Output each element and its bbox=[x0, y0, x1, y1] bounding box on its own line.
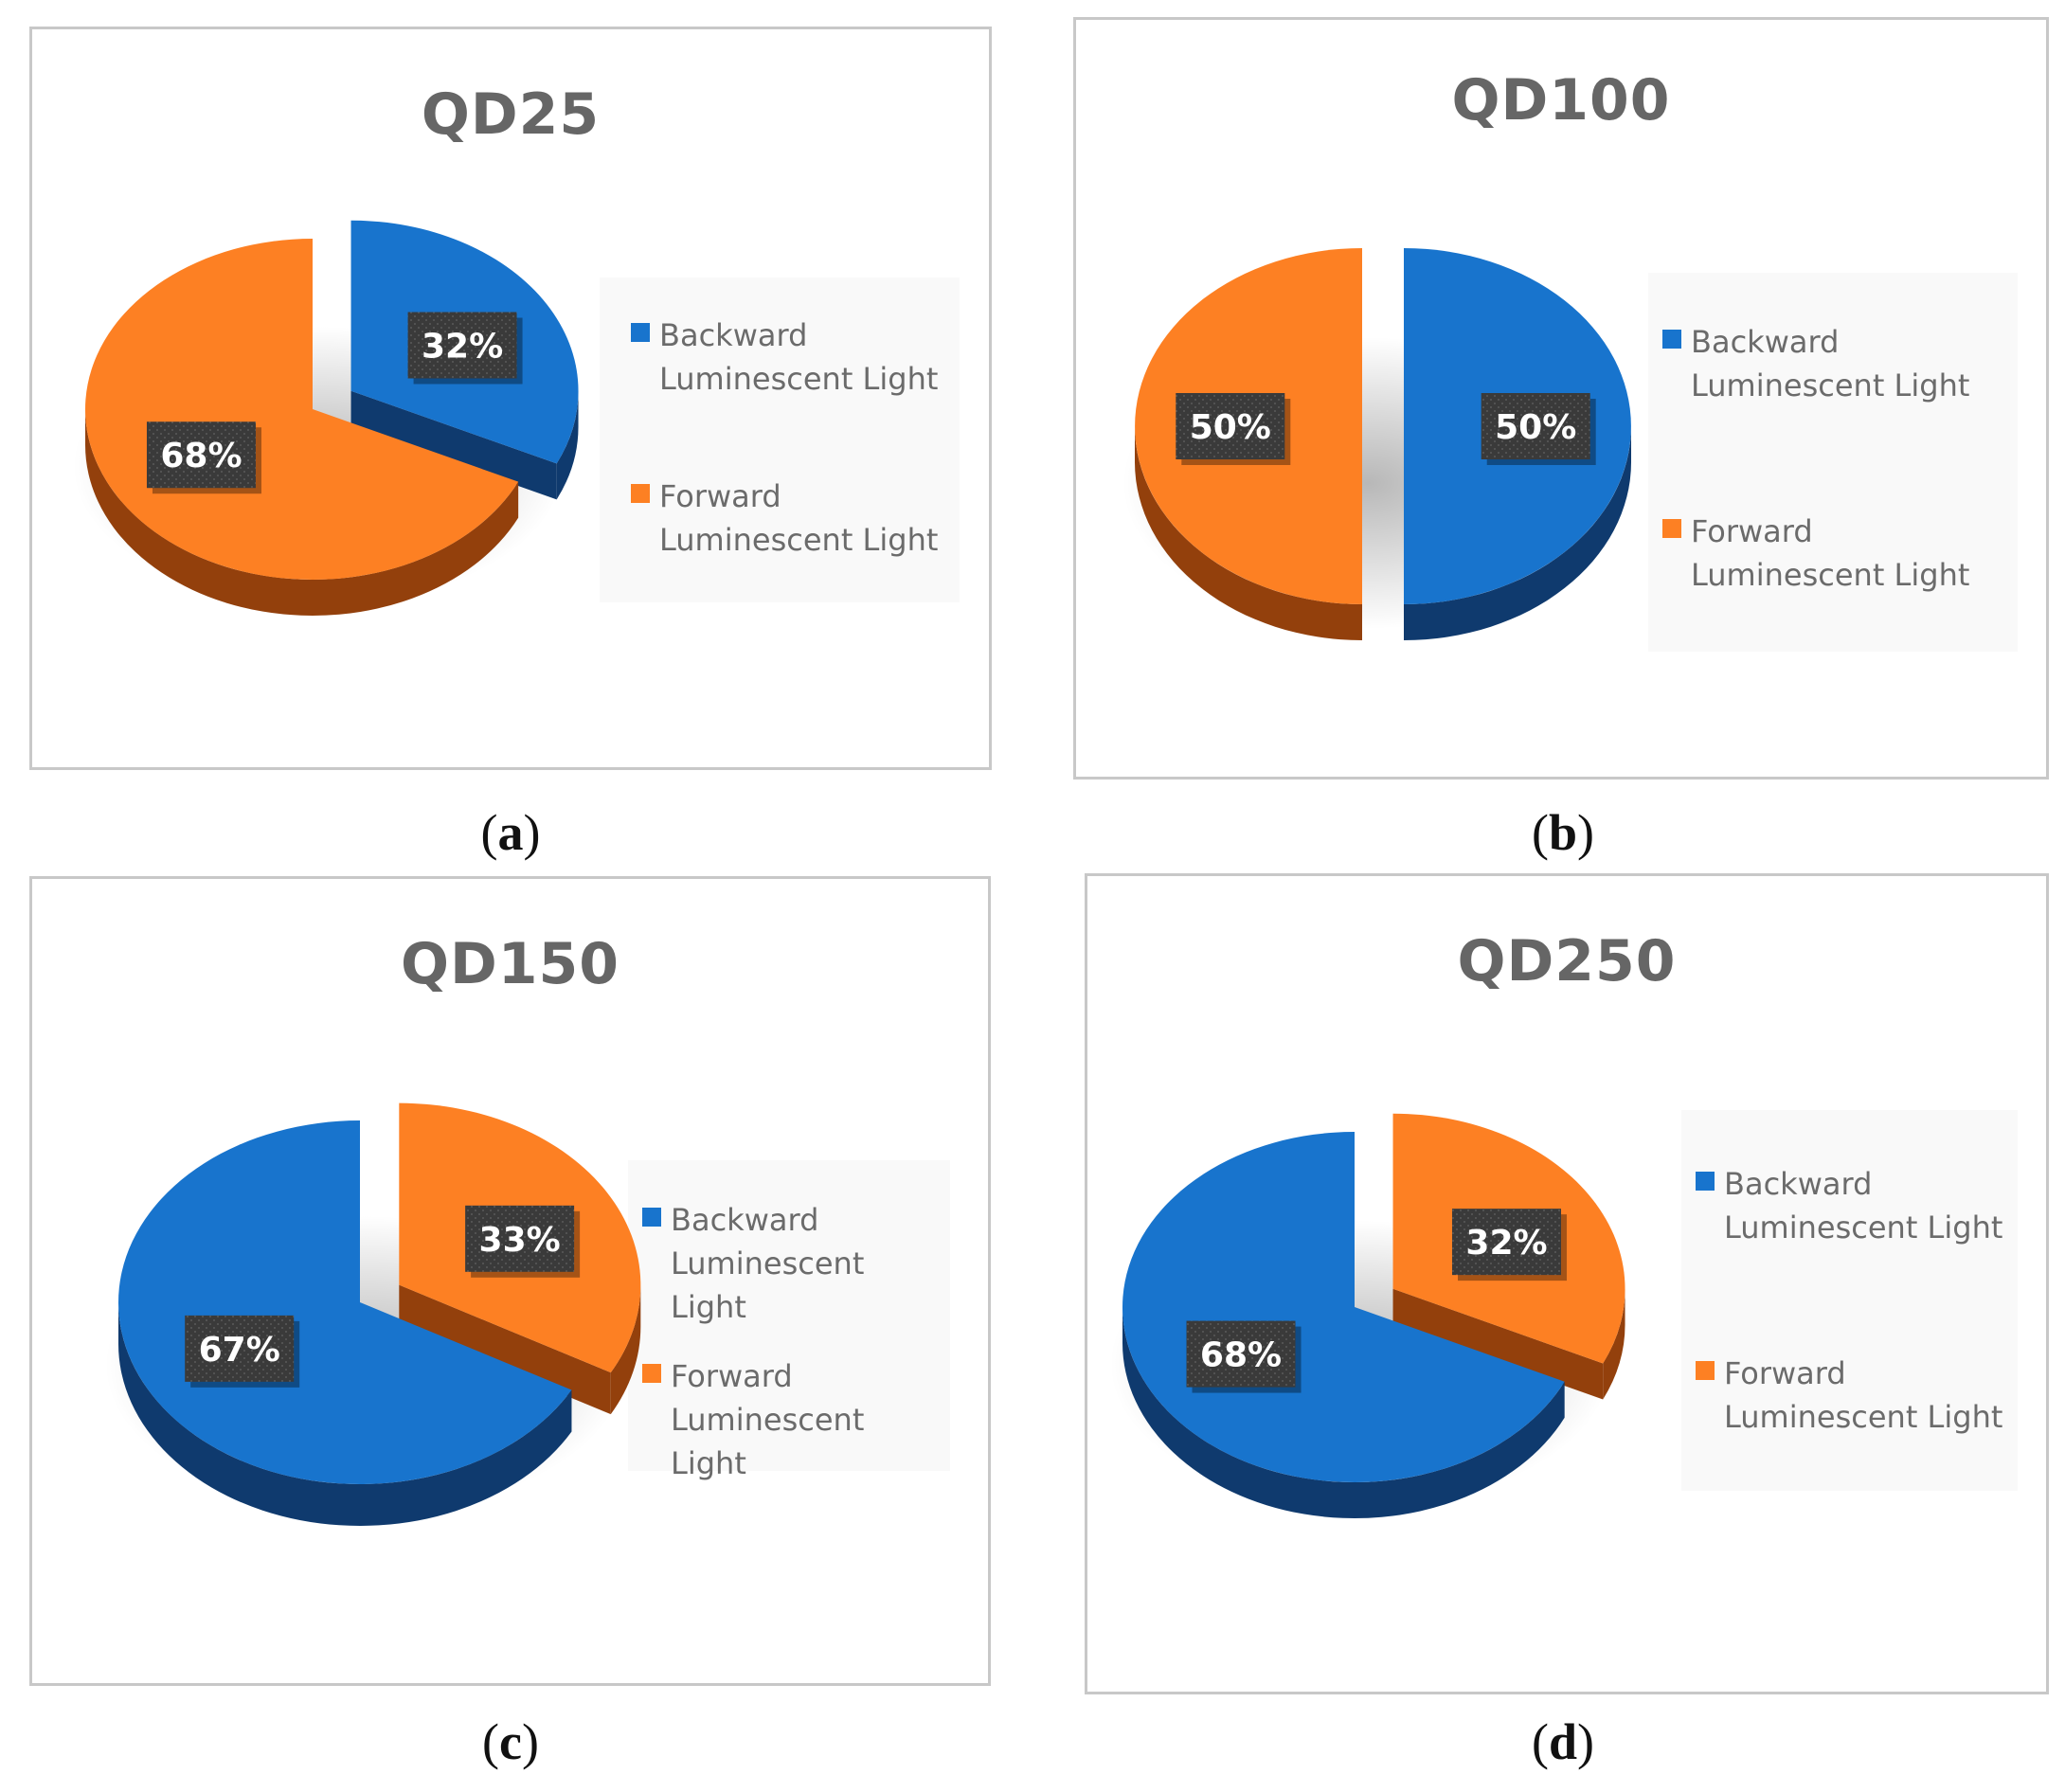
panel-caption: (b) bbox=[1531, 804, 1594, 861]
pie-slice bbox=[1122, 1132, 1565, 1483]
data-label: 68% bbox=[146, 421, 261, 494]
pie-slice-wall bbox=[399, 1284, 611, 1415]
data-label: 50% bbox=[1481, 393, 1596, 465]
legend-item: Backward Luminescent Light bbox=[642, 1198, 943, 1329]
legend-item: Backward Luminescent Light bbox=[1662, 320, 2010, 407]
pie-slice-wall bbox=[1392, 1288, 1604, 1400]
data-label-text: 33% bbox=[479, 1221, 561, 1260]
legend-swatch bbox=[642, 1364, 661, 1383]
legend-swatch bbox=[631, 323, 650, 342]
chart-title: QD25 bbox=[421, 81, 601, 148]
chart-legend: Backward Luminescent Light Forward Lumine… bbox=[628, 1160, 950, 1481]
legend-swatch bbox=[631, 484, 650, 503]
legend-label: Backward Luminescent Light bbox=[659, 317, 939, 397]
legend-item: Forward Luminescent Light bbox=[1696, 1352, 2010, 1439]
data-label-text: 32% bbox=[422, 327, 503, 366]
legend-swatch bbox=[1696, 1172, 1715, 1191]
chart-legend: Backward Luminescent Light Forward Lumine… bbox=[1681, 1110, 2018, 1491]
data-label-text: 68% bbox=[160, 437, 242, 475]
data-label-text: 50% bbox=[1495, 408, 1576, 447]
legend-label: Backward Luminescent Light bbox=[1691, 324, 1970, 403]
data-label: 50% bbox=[1176, 393, 1291, 465]
data-label: 32% bbox=[1452, 1209, 1568, 1281]
legend-item: Backward Luminescent Light bbox=[631, 314, 952, 401]
pie-slice-side bbox=[1603, 1288, 1625, 1400]
panel-caption: (a) bbox=[480, 804, 541, 861]
pie-slice-wall bbox=[350, 390, 557, 500]
legend-swatch bbox=[1662, 519, 1681, 538]
pie-chart: 32% 68% bbox=[1109, 1113, 1625, 1518]
pie-slice-side bbox=[1122, 1307, 1565, 1518]
pie-slice bbox=[118, 1120, 572, 1484]
panel-caption: (c) bbox=[482, 1713, 539, 1770]
data-label-text: 50% bbox=[1190, 408, 1271, 447]
legend-swatch bbox=[642, 1208, 661, 1227]
chart-title: QD250 bbox=[1457, 928, 1677, 995]
data-label: 67% bbox=[185, 1315, 300, 1388]
chart-title: QD150 bbox=[400, 931, 620, 997]
chart-legend: Backward Luminescent Light Forward Lumine… bbox=[1648, 273, 2018, 652]
caption-letter: c bbox=[499, 1713, 522, 1770]
legend-label: Backward Luminescent Light bbox=[671, 1202, 865, 1325]
pie-slice-side bbox=[1135, 426, 1362, 640]
pie-slice bbox=[84, 239, 519, 580]
pie-chart: 50% 50% bbox=[1122, 248, 1631, 640]
data-label-text: 32% bbox=[1465, 1224, 1547, 1263]
caption-letter: b bbox=[1548, 804, 1578, 861]
pie-slice-side bbox=[610, 1284, 641, 1415]
legend-label: Backward Luminescent Light bbox=[1724, 1166, 2003, 1245]
caption-letter: a bbox=[497, 804, 524, 861]
data-label: 32% bbox=[407, 312, 523, 385]
legend-label: Forward Luminescent Light bbox=[1691, 513, 1970, 593]
data-label: 68% bbox=[1186, 1320, 1302, 1393]
caption-letter: d bbox=[1548, 1713, 1578, 1770]
pie-chart: 33% 67% bbox=[104, 1102, 641, 1527]
data-label-text: 67% bbox=[199, 1331, 280, 1370]
pie-slice-side bbox=[85, 409, 519, 616]
chart-title: QD100 bbox=[1451, 67, 1671, 134]
pie-slice-side bbox=[118, 1302, 572, 1527]
legend-label: Forward Luminescent Light bbox=[1724, 1355, 2003, 1435]
legend-item: Forward Luminescent Light bbox=[631, 475, 952, 562]
legend-label: Forward Luminescent Light bbox=[671, 1358, 865, 1481]
pie-slice-side bbox=[1404, 426, 1631, 640]
legend-label: Forward Luminescent Light bbox=[659, 478, 939, 558]
legend-swatch bbox=[1696, 1361, 1715, 1380]
legend-swatch bbox=[1662, 330, 1681, 349]
legend-item: Backward Luminescent Light bbox=[1696, 1162, 2010, 1249]
pie-chart: 32% 68% bbox=[72, 220, 579, 616]
chart-legend: Backward Luminescent Light Forward Lumine… bbox=[600, 278, 960, 602]
legend-item: Forward Luminescent Light bbox=[642, 1354, 943, 1485]
legend-item: Forward Luminescent Light bbox=[1662, 510, 2010, 597]
data-label: 33% bbox=[465, 1205, 581, 1278]
panel-caption: (d) bbox=[1531, 1713, 1594, 1770]
data-label-text: 68% bbox=[1200, 1336, 1282, 1375]
pie-slice-side bbox=[556, 390, 579, 500]
